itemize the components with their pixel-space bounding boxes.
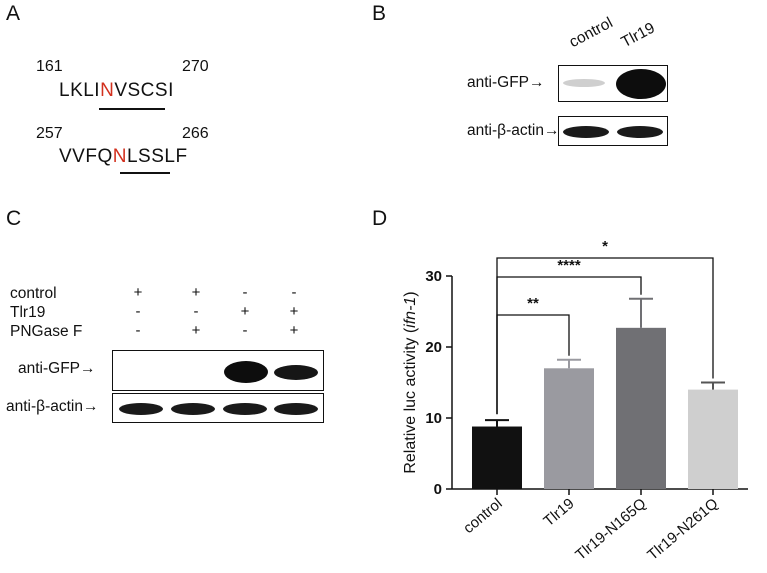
significance-bracket-2 [496, 257, 714, 415]
c-sign: - [135, 303, 141, 320]
seq2-start-number: 257 [36, 125, 63, 142]
band-c-actin-lane4 [274, 403, 318, 415]
panel-b-letter: B [372, 2, 387, 25]
significance-label-0: ** [527, 295, 539, 312]
seq1-post: VSCSI [114, 80, 174, 101]
blot-c-actin-label: anti-β-actin→ [6, 398, 99, 415]
band-b-gfp-control [563, 79, 605, 87]
band-c-gfp-lane4 [274, 365, 318, 380]
band-c-actin-lane3 [223, 403, 267, 415]
panel-a-letter: A [6, 2, 21, 25]
blot-c-gfp [112, 350, 324, 391]
panel-c-letter: C [6, 207, 22, 230]
blot-b-actin-label: anti-β-actin→ [467, 122, 560, 139]
x-tick-label-1: Tlr19 [540, 495, 577, 530]
bar-1 [544, 368, 594, 489]
seq1-sequence: LKLINVSCSI [59, 80, 174, 102]
blot-b-actin [558, 116, 668, 146]
c-sign: + [191, 322, 201, 339]
c-row-label-control: control [10, 285, 57, 302]
significance-label-1: **** [557, 257, 581, 274]
band-c-actin-lane1 [119, 403, 163, 415]
c-sign: + [289, 303, 299, 320]
bar-0 [472, 426, 522, 489]
y-tick-label: 10 [425, 410, 442, 427]
significance-label-2: * [602, 238, 608, 255]
c-sign: - [242, 322, 248, 339]
c-sign: + [240, 303, 250, 320]
c-sign: + [133, 284, 143, 301]
c-sign: - [291, 284, 297, 301]
c-sign: - [193, 303, 199, 320]
c-sign: - [135, 322, 141, 339]
y-tick-label: 20 [425, 339, 442, 356]
c-sign: + [191, 284, 201, 301]
x-tick-label-2: Tlr19-N165Q [572, 495, 649, 564]
seq2-sequence: VVFQNLSSLF [59, 146, 188, 168]
seq2-glycosite: N [112, 146, 127, 167]
panel-d-letter: D [372, 207, 388, 230]
y-axis-label: Relative luc activity (ifn-1) [402, 291, 419, 473]
band-c-gfp-lane3 [224, 361, 268, 383]
bar-2 [616, 327, 666, 489]
blot-b-gfp-label: anti-GFP→ [467, 74, 545, 91]
blot-c-actin [112, 393, 324, 423]
x-tick-label-0: control [460, 495, 505, 537]
band-b-gfp-tlr19 [616, 69, 666, 99]
bar-3 [688, 389, 738, 489]
y-tick-label: 0 [434, 481, 442, 498]
band-c-actin-lane2 [171, 403, 215, 415]
seq1-start-number: 161 [36, 58, 63, 75]
y-tick-label: 30 [425, 268, 442, 285]
c-sign: + [289, 322, 299, 339]
seq2-pre: VVFQ [59, 146, 113, 167]
seq1-motif-underline [99, 108, 165, 110]
seq1-pre: LKLI [59, 80, 101, 101]
c-row-label-tlr19: Tlr19 [10, 304, 46, 321]
blot-b-gfp [558, 65, 668, 102]
seq1-glycosite: N [100, 80, 115, 101]
seq2-motif-underline [120, 172, 170, 174]
band-b-actin-tlr19 [617, 126, 663, 138]
seq2-end-number: 266 [182, 125, 209, 142]
band-b-actin-control [563, 126, 609, 138]
c-sign: - [242, 284, 248, 301]
seq1-end-number: 270 [182, 58, 209, 75]
x-tick-label-3: Tlr19-N261Q [644, 495, 721, 564]
blot-c-gfp-label: anti-GFP→ [18, 360, 96, 377]
c-row-label-pngase: PNGase F [10, 323, 83, 340]
seq2-post: LSSLF [126, 146, 188, 167]
